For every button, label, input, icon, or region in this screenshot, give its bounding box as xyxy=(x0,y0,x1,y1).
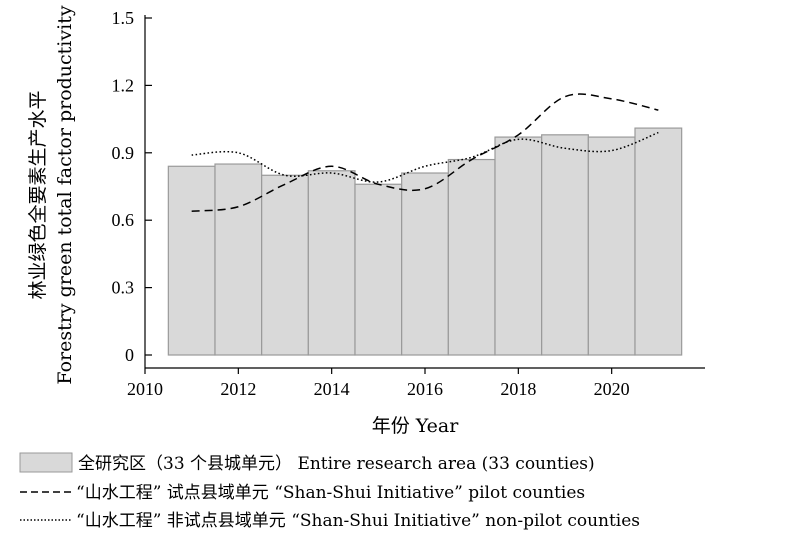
y-tick-label-2: 0.6 xyxy=(112,210,135,230)
bar-2019 xyxy=(542,135,589,355)
bar-2013 xyxy=(262,175,309,355)
legend-swatch-bar xyxy=(20,453,72,472)
x-axis-title: 年份 Year xyxy=(372,415,460,437)
bar-2017 xyxy=(448,160,495,355)
x-ticks: 2010 2012 2014 2016 2018 2020 xyxy=(127,368,630,399)
x-tick-label-2014: 2014 xyxy=(314,379,350,399)
bar-2016 xyxy=(402,173,449,355)
bar-2018 xyxy=(495,137,542,355)
bar-2020 xyxy=(588,137,635,355)
y-axis-title-en: Forestry green total factor productivity xyxy=(54,5,76,384)
x-tick-label-2012: 2012 xyxy=(220,379,256,399)
bars-group xyxy=(168,128,681,355)
bar-2014 xyxy=(308,171,355,355)
y-tick-label-3: 0.9 xyxy=(112,143,135,163)
x-tick-label-2016: 2016 xyxy=(407,379,443,399)
y-tick-label-5: 1.5 xyxy=(112,8,135,28)
bar-2021 xyxy=(635,128,682,355)
legend-label-entire-area: 全研究区（33 个县城单元） Entire research area (33 … xyxy=(78,454,595,474)
legend-label-pilot: “山水工程” 试点县域单元 “Shan-Shui Initiative” pil… xyxy=(76,483,585,503)
y-tick-label-4: 1.2 xyxy=(112,75,135,95)
bar-2012 xyxy=(215,164,262,355)
bar-2015 xyxy=(355,184,402,355)
x-tick-label-2020: 2020 xyxy=(594,379,630,399)
y-tick-label-1: 0.3 xyxy=(112,278,135,298)
legend: 全研究区（33 个县城单元） Entire research area (33 … xyxy=(20,453,640,531)
legend-label-non-pilot: “山水工程” 非试点县域单元 “Shan-Shui Initiative” no… xyxy=(76,511,640,531)
bar-2011 xyxy=(168,166,215,355)
x-tick-label-2018: 2018 xyxy=(500,379,536,399)
y-axis-title-cn: 林业绿色全要素生产水平 xyxy=(27,90,49,299)
x-tick-label-2010: 2010 xyxy=(127,379,163,399)
y-ticks: 0 0.3 0.6 0.9 1.2 1.5 xyxy=(112,8,153,365)
y-tick-label-0: 0 xyxy=(125,345,134,365)
